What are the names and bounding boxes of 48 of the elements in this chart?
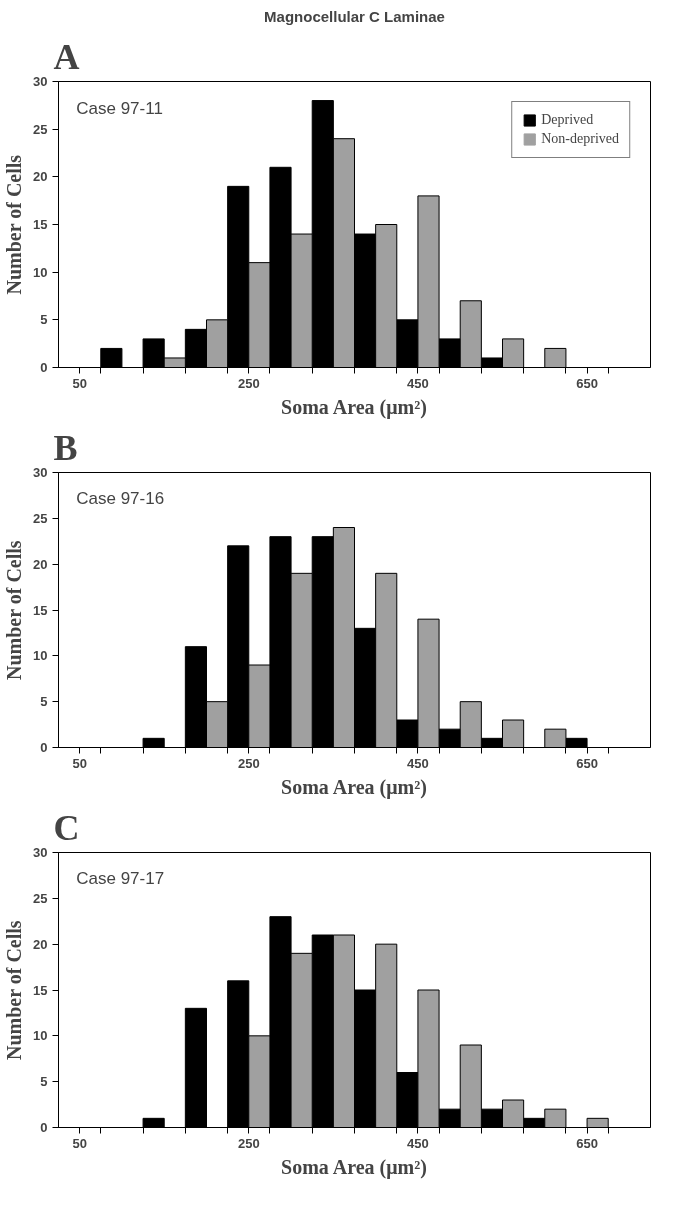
x-axis-title: Soma Area (μm²) [281, 1155, 427, 1179]
x-axis-title: Soma Area (μm²) [281, 395, 427, 419]
x-tick-label: 250 [237, 375, 260, 391]
x-tick-label: 650 [576, 755, 598, 771]
y-tick-label: 20 [33, 169, 48, 185]
y-tick-label: 0 [40, 740, 48, 755]
x-tick-label: 650 [576, 375, 598, 391]
chart-subtitle: C [53, 807, 80, 848]
y-tick-label: 5 [40, 312, 48, 328]
x-tick-label: 450 [407, 755, 429, 771]
y-tick-label: 25 [33, 890, 48, 906]
annotation: Case 97-16 [76, 489, 165, 508]
x-tick-label: 450 [407, 375, 429, 391]
x-tick-label: 250 [237, 755, 260, 771]
x-tick-label: 50 [72, 755, 87, 771]
x-tick-label: 250 [237, 1135, 260, 1151]
chart-subtitle: B [53, 427, 78, 468]
y-tick-label: 10 [33, 1028, 48, 1044]
y-tick-label: 15 [33, 982, 48, 998]
y-tick-label: 0 [40, 360, 48, 375]
y-tick-label: 5 [40, 694, 48, 710]
y-axis-title: Number of Cells [3, 920, 26, 1060]
x-tick-label: 450 [407, 1135, 429, 1151]
y-tick-label: 20 [33, 936, 48, 952]
y-tick-label: 25 [33, 121, 48, 137]
y-tick-label: 25 [33, 510, 48, 526]
y-tick-label: 30 [33, 465, 48, 480]
y-tick-label: 30 [33, 74, 48, 89]
legend-label: Deprived [541, 112, 594, 128]
y-tick-label: 15 [33, 602, 48, 618]
y-axis-title: Number of Cells [3, 540, 26, 680]
y-tick-label: 30 [33, 845, 48, 860]
x-tick-label: 50 [72, 375, 87, 391]
x-axis-title: Soma Area (μm²) [281, 775, 427, 799]
y-tick-label: 0 [40, 1120, 48, 1135]
y-axis-title: Number of Cells [3, 154, 26, 295]
chart-subtitle: A [53, 36, 80, 77]
y-tick-label: 10 [33, 648, 48, 664]
legend-label: Non-deprived [541, 131, 619, 147]
y-tick-label: 20 [33, 556, 48, 572]
annotation: Case 97-11 [76, 98, 163, 118]
x-tick-label: 650 [576, 1135, 598, 1151]
chart-title: Magnocellular C Laminae [264, 7, 445, 25]
annotation: Case 97-17 [76, 869, 165, 888]
x-tick-label: 50 [72, 1135, 87, 1151]
y-tick-label: 10 [33, 264, 48, 280]
y-tick-label: 15 [33, 217, 48, 232]
y-tick-label: 5 [40, 1074, 48, 1090]
